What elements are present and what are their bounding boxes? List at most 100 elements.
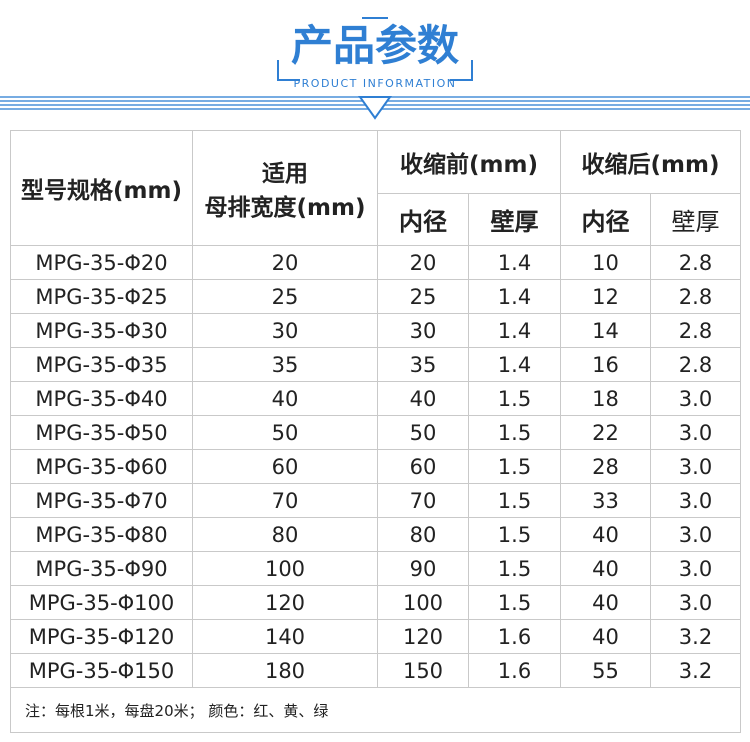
table-cell: MPG-35-Φ25 bbox=[10, 279, 193, 314]
header-cell: 内径 bbox=[377, 193, 469, 246]
table-cell: 30 bbox=[192, 313, 378, 348]
header-cell: 内径 bbox=[560, 193, 651, 246]
bracket bbox=[277, 60, 473, 81]
table-cell: 70 bbox=[192, 483, 378, 518]
table-cell: 25 bbox=[377, 279, 469, 314]
table-cell: 90 bbox=[377, 551, 469, 586]
table-cell: 60 bbox=[377, 449, 469, 484]
table-cell: 28 bbox=[560, 449, 651, 484]
table-cell: 3.2 bbox=[650, 619, 741, 654]
table-cell: 20 bbox=[377, 245, 469, 280]
table-cell: 40 bbox=[560, 585, 651, 620]
header-cell: 型号规格(mm) bbox=[10, 130, 193, 246]
table-cell: MPG-35-Φ30 bbox=[10, 313, 193, 348]
table-cell: 150 bbox=[377, 653, 469, 688]
table-cell: 25 bbox=[192, 279, 378, 314]
header-cell: 壁厚 bbox=[650, 193, 741, 246]
table-cell: 2.8 bbox=[650, 347, 741, 382]
table-cell: 50 bbox=[192, 415, 378, 450]
table-cell: 30 bbox=[377, 313, 469, 348]
table-cell: 3.0 bbox=[650, 551, 741, 586]
table-cell: 3.0 bbox=[650, 449, 741, 484]
note: 注：每根1米，每盘20米； 颜色：红、黄、绿 bbox=[10, 687, 741, 733]
table-row: MPG-35-Φ20 20 20 1.4 10 2.8 bbox=[10, 245, 741, 280]
table-cell: 3.0 bbox=[650, 585, 741, 620]
table-cell: MPG-35-Φ20 bbox=[10, 245, 193, 280]
title: 产品参数 bbox=[291, 21, 459, 70]
table-cell: 180 bbox=[192, 653, 378, 688]
table-cell: 1.5 bbox=[468, 449, 561, 484]
table-cell: 3.0 bbox=[650, 415, 741, 450]
table-cell: 70 bbox=[377, 483, 469, 518]
table-cell: 40 bbox=[560, 619, 651, 654]
table-cell: MPG-35-Φ50 bbox=[10, 415, 193, 450]
table-cell: MPG-35-Φ100 bbox=[10, 585, 193, 620]
table-cell: 3.0 bbox=[650, 483, 741, 518]
table-cell: 3.0 bbox=[650, 517, 741, 552]
spec-table: 型号规格(mm) 适用 母排宽度(mm) 收缩前(mm) 收缩后(mm) 内径 壁… bbox=[10, 130, 741, 733]
table-cell: 40 bbox=[560, 517, 651, 552]
table-row: MPG-35-Φ60 60 60 1.5 28 3.0 bbox=[10, 449, 741, 484]
table-cell: 12 bbox=[560, 279, 651, 314]
table-cell: 80 bbox=[377, 517, 469, 552]
table-row: MPG-35-Φ30 30 30 1.4 14 2.8 bbox=[10, 313, 741, 348]
table-row: MPG-35-Φ80 80 80 1.5 40 3.0 bbox=[10, 517, 741, 552]
table-cell: MPG-35-Φ120 bbox=[10, 619, 193, 654]
table-cell: MPG-35-Φ80 bbox=[10, 517, 193, 552]
table-cell: MPG-35-Φ90 bbox=[10, 551, 193, 586]
table-cell: 40 bbox=[560, 551, 651, 586]
table-cell: 140 bbox=[192, 619, 378, 654]
table-cell: 2.8 bbox=[650, 313, 741, 348]
table-cell: MPG-35-Φ150 bbox=[10, 653, 193, 688]
table-cell: 80 bbox=[192, 517, 378, 552]
table-cell: 3.2 bbox=[650, 653, 741, 688]
table-row: MPG-35-Φ35 35 35 1.4 16 2.8 bbox=[10, 347, 741, 382]
table-cell: 20 bbox=[192, 245, 378, 280]
table-cell: 14 bbox=[560, 313, 651, 348]
table-cell: MPG-35-Φ40 bbox=[10, 381, 193, 416]
header-cell: 收缩前(mm) bbox=[377, 130, 561, 194]
table-body: MPG-35-Φ20 20 20 1.4 10 2.8 MPG-35-Φ25 25 25 1.4 1… bbox=[10, 245, 741, 688]
table-row: MPG-35-Φ90 100 90 1.5 40 3.0 bbox=[10, 551, 741, 586]
header-line: 母排宽度(mm) bbox=[204, 195, 366, 221]
table-cell: 120 bbox=[192, 585, 378, 620]
table-cell: 1.4 bbox=[468, 347, 561, 382]
table-cell: 22 bbox=[560, 415, 651, 450]
subtitle: PRODUCT INFORMATION bbox=[294, 77, 457, 90]
table-cell: 16 bbox=[560, 347, 651, 382]
table-row: MPG-35-Φ100 120 100 1.5 40 3.0 bbox=[10, 585, 741, 620]
table-cell: 1.5 bbox=[468, 585, 561, 620]
table-row: MPG-35-Φ150 180 150 1.6 55 3.2 bbox=[10, 653, 741, 688]
table-cell: 50 bbox=[377, 415, 469, 450]
table-cell: 10 bbox=[560, 245, 651, 280]
table-cell: MPG-35-Φ60 bbox=[10, 449, 193, 484]
header-cell: 适用 母排宽度(mm) bbox=[192, 130, 378, 246]
table-row: MPG-35-Φ25 25 25 1.4 12 2.8 bbox=[10, 279, 741, 314]
table-cell: 1.6 bbox=[468, 619, 561, 654]
table-cell: 55 bbox=[560, 653, 651, 688]
table-cell: 1.4 bbox=[468, 313, 561, 348]
table-row: MPG-35-Φ70 70 70 1.5 33 3.0 bbox=[10, 483, 741, 518]
table-row: MPG-35-Φ120 140 120 1.6 40 3.2 bbox=[10, 619, 741, 654]
table-cell: 35 bbox=[192, 347, 378, 382]
table-cell: 40 bbox=[377, 381, 469, 416]
table-cell: 1.6 bbox=[468, 653, 561, 688]
table-cell: 1.5 bbox=[468, 517, 561, 552]
table-cell: 18 bbox=[560, 381, 651, 416]
table-cell: 3.0 bbox=[650, 381, 741, 416]
table-cell: 100 bbox=[192, 551, 378, 586]
table-cell: 2.8 bbox=[650, 245, 741, 280]
table-cell: 100 bbox=[377, 585, 469, 620]
header: 产品参数 PRODUCT INFORMATION bbox=[0, 17, 750, 120]
table-cell: 120 bbox=[377, 619, 469, 654]
table-cell: 1.5 bbox=[468, 415, 561, 450]
table-cell: 1.5 bbox=[468, 381, 561, 416]
table-cell: MPG-35-Φ35 bbox=[10, 347, 193, 382]
table-cell: 1.5 bbox=[468, 551, 561, 586]
table-cell: 1.4 bbox=[468, 279, 561, 314]
header-cell: 壁厚 bbox=[468, 193, 561, 246]
table-cell: 33 bbox=[560, 483, 651, 518]
table-cell: 1.5 bbox=[468, 483, 561, 518]
header-cell: 收缩后(mm) bbox=[560, 130, 741, 194]
